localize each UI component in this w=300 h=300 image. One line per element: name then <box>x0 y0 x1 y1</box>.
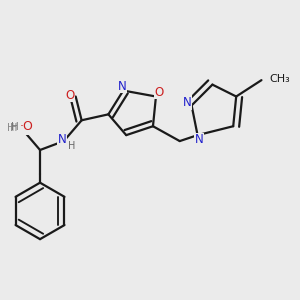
Text: N: N <box>58 133 67 146</box>
Text: N: N <box>117 80 126 93</box>
Text: H: H <box>68 141 76 152</box>
Text: ·O: ·O <box>19 120 33 133</box>
Text: ·O: ·O <box>18 121 31 134</box>
Text: CH₃: CH₃ <box>269 74 290 84</box>
Text: H: H <box>8 123 15 133</box>
Text: N: N <box>195 133 203 146</box>
Text: ·O: ·O <box>16 121 29 134</box>
Text: O: O <box>65 88 74 101</box>
Text: O: O <box>154 85 164 98</box>
Text: H: H <box>11 123 18 133</box>
Text: N: N <box>183 96 191 109</box>
Text: H: H <box>11 122 19 132</box>
